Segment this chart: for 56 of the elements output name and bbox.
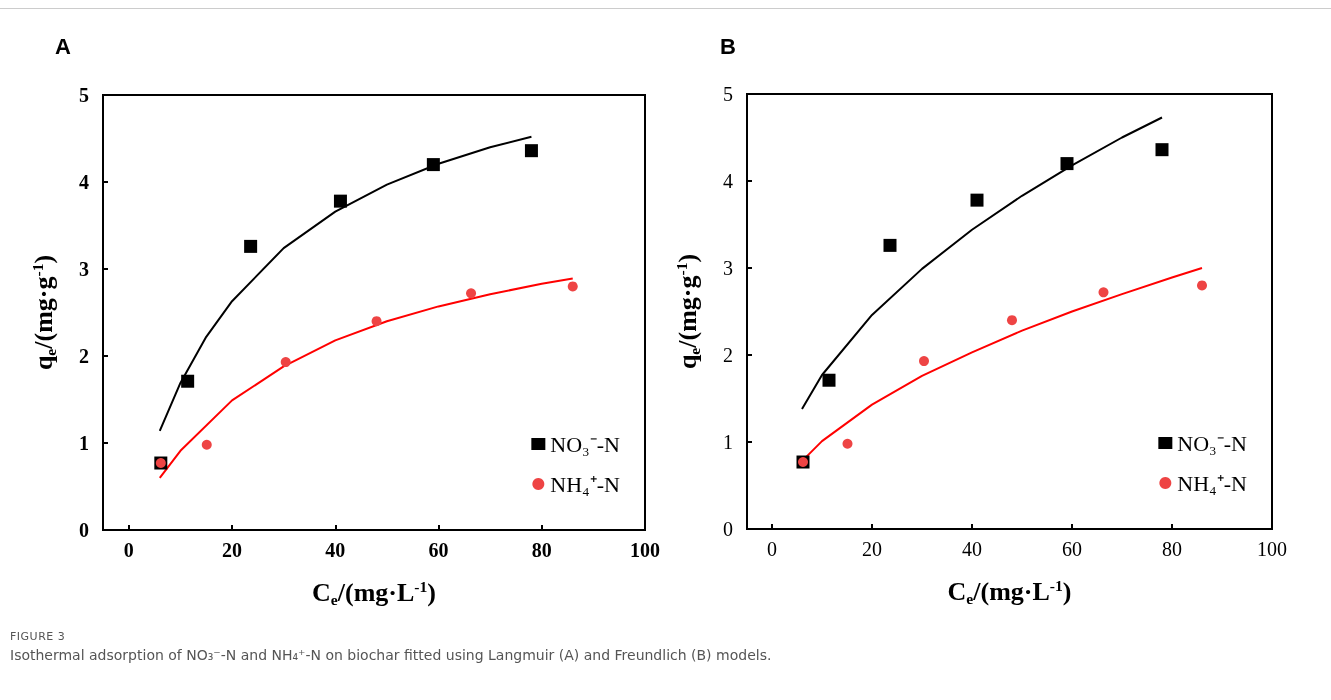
y-tick-label: 0 bbox=[723, 518, 733, 540]
x-tick-label: 0 bbox=[123, 539, 134, 561]
point bbox=[842, 438, 853, 449]
point bbox=[919, 356, 929, 367]
chart-title: A bbox=[55, 33, 71, 59]
x-tick-label: 40 bbox=[325, 539, 346, 561]
x-tick-label: 40 bbox=[962, 538, 982, 560]
y-tick-label: 2 bbox=[79, 345, 89, 367]
caption: FIGURE 3 bbox=[10, 630, 67, 643]
point bbox=[426, 158, 440, 172]
y-tick-label: 4 bbox=[723, 170, 733, 192]
point bbox=[1007, 315, 1017, 326]
legend-label: NH₄⁺-N bbox=[1177, 470, 1248, 496]
y-tick-label: 5 bbox=[723, 83, 733, 105]
point bbox=[822, 373, 836, 387]
y-tick-label: 1 bbox=[79, 432, 89, 454]
y-tick-label: 0 bbox=[79, 519, 89, 541]
point bbox=[181, 374, 195, 388]
point bbox=[1060, 157, 1074, 171]
y-tick-label: 5 bbox=[79, 84, 89, 106]
y-tick-label: 3 bbox=[723, 257, 733, 279]
x-tick-label: 20 bbox=[862, 538, 882, 560]
y-axis-title: qe/(mg·g-1) bbox=[672, 253, 703, 370]
legend-label: NH₄⁺-N bbox=[550, 471, 621, 497]
point bbox=[333, 194, 347, 208]
text: Isothermal adsorption of NO₃⁻-N and NH₄⁺-N on biochar fitted using Langmuir (A) and Freundlich (B) models. bbox=[10, 647, 773, 663]
point bbox=[1197, 280, 1207, 291]
line-series bbox=[801, 116, 1163, 410]
point bbox=[883, 238, 897, 252]
x-tick-label: 80 bbox=[531, 539, 552, 561]
x-tick-label: 20 bbox=[222, 539, 243, 561]
x-tick-label: 100 bbox=[1257, 538, 1287, 560]
point bbox=[466, 288, 477, 299]
point bbox=[970, 193, 984, 207]
line-series bbox=[158, 135, 533, 432]
chart-title: B bbox=[720, 33, 736, 59]
legend-label: NO₃⁻-N bbox=[1177, 430, 1248, 456]
y-tick-label: 4 bbox=[79, 171, 89, 193]
point bbox=[371, 316, 382, 327]
point bbox=[567, 281, 578, 292]
y-tick-label: 3 bbox=[79, 258, 89, 280]
point bbox=[244, 239, 258, 253]
point bbox=[1098, 287, 1109, 298]
x-tick-label: 60 bbox=[1062, 538, 1082, 560]
point bbox=[524, 144, 538, 158]
y-tick-label: 1 bbox=[723, 431, 733, 453]
legend-label: NO₃⁻-N bbox=[550, 431, 621, 457]
x-tick-label: 60 bbox=[428, 539, 449, 561]
x-tick-label: 100 bbox=[630, 539, 660, 561]
point bbox=[1155, 143, 1169, 157]
point bbox=[280, 357, 291, 368]
y-axis-title: qe/(mg·g-1) bbox=[28, 254, 59, 371]
x-tick-label: 0 bbox=[767, 538, 777, 560]
y-tick-label: 2 bbox=[723, 344, 733, 366]
point bbox=[201, 439, 212, 450]
x-tick-label: 80 bbox=[1162, 538, 1182, 560]
